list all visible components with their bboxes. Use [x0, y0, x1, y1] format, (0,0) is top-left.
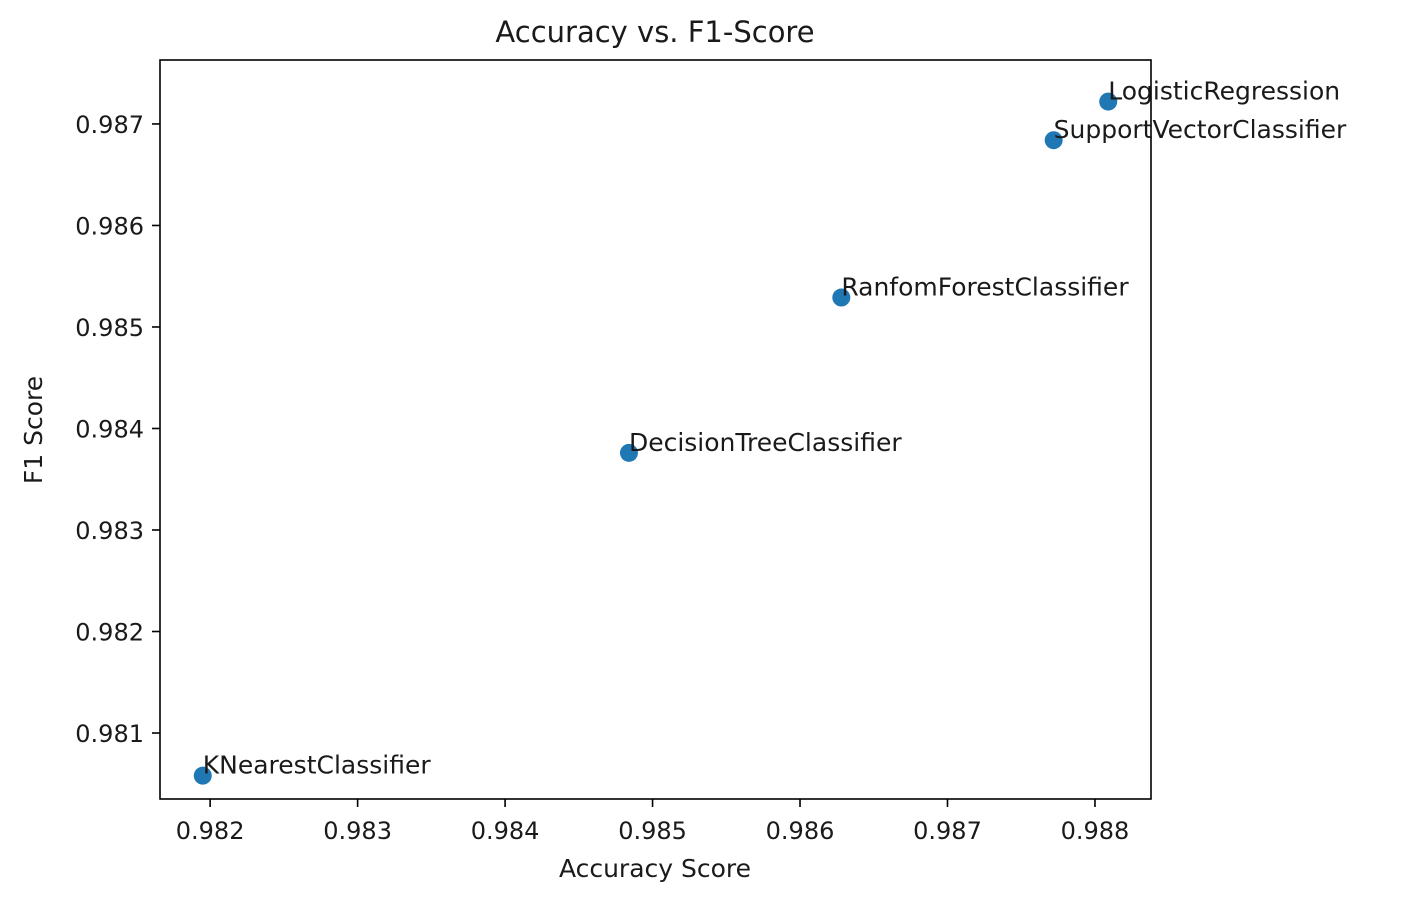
x-axis-label: Accuracy Score — [559, 854, 751, 883]
plot-frame — [159, 59, 1152, 800]
scatter-point — [832, 288, 851, 307]
scatter-point — [1099, 92, 1118, 111]
x-axis: 0.982 0.983 0.984 0.985 0.986 0.987 0.988 — [176, 799, 1130, 845]
scatter-point — [619, 443, 638, 462]
x-tick-label: 0.985 — [618, 817, 687, 845]
point-label: RanfomForestClassifier — [841, 273, 1129, 302]
y-tick-label: 0.984 — [75, 415, 144, 443]
scatter-point — [1044, 131, 1063, 150]
y-axis-label: F1 Score — [19, 376, 48, 484]
point-label: KNearestClassifier — [203, 751, 432, 780]
data-points — [193, 92, 1118, 785]
x-tick-label: 0.987 — [913, 817, 982, 845]
data-point-labels: KNearestClassifier DecisionTreeClassifier… — [203, 77, 1347, 780]
point-label: LogisticRegression — [1108, 77, 1340, 106]
y-tick-label: 0.987 — [75, 111, 144, 139]
x-tick-label: 0.986 — [766, 817, 835, 845]
chart-title: Accuracy vs. F1-Score — [495, 15, 814, 49]
y-tick-label: 0.982 — [75, 619, 144, 647]
point-label: SupportVectorClassifier — [1054, 115, 1347, 144]
plot-area — [159, 59, 1152, 800]
x-tick-label: 0.983 — [323, 817, 392, 845]
point-label: DecisionTreeClassifier — [629, 428, 902, 457]
y-axis: 0.981 0.982 0.983 0.984 0.985 0.986 0.987 — [75, 111, 160, 748]
x-tick-label: 0.988 — [1061, 817, 1130, 845]
y-tick-label: 0.983 — [75, 517, 144, 545]
x-tick-label: 0.984 — [471, 817, 540, 845]
y-tick-label: 0.985 — [75, 314, 144, 342]
y-tick-label: 0.981 — [75, 720, 144, 748]
x-tick-label: 0.982 — [176, 817, 245, 845]
y-tick-label: 0.986 — [75, 212, 144, 240]
scatter-point — [193, 766, 212, 785]
